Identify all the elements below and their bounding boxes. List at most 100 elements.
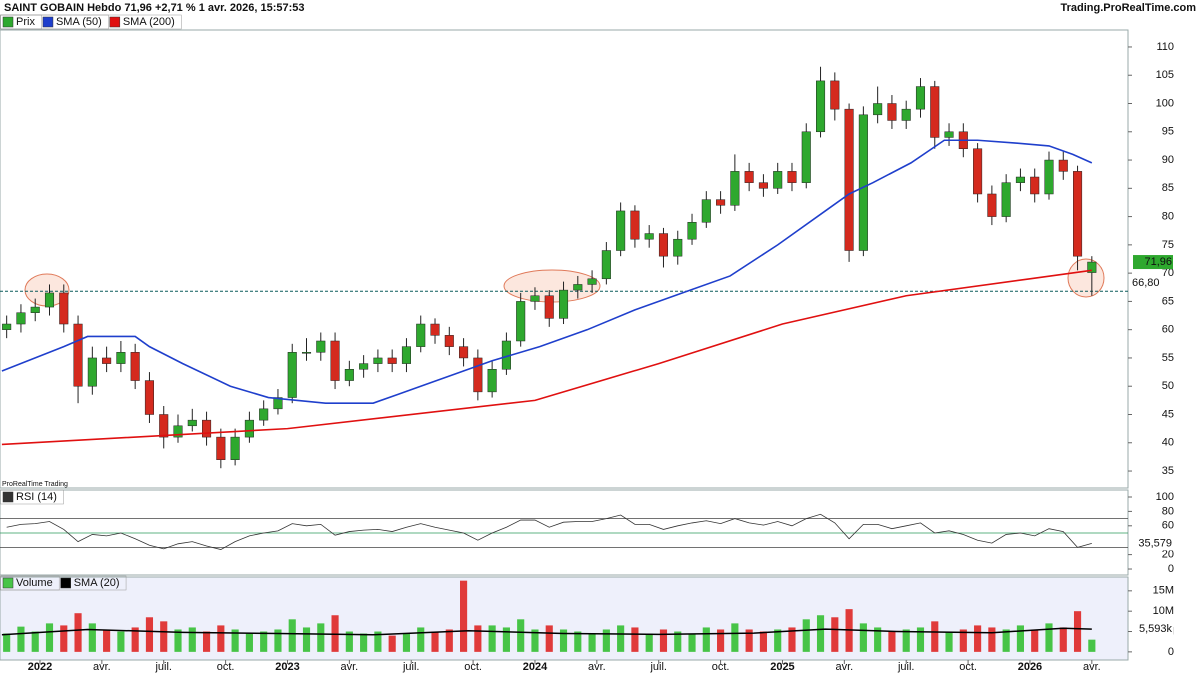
candle-body bbox=[973, 148, 983, 195]
candle-body bbox=[16, 312, 26, 325]
x-tick-label: avr. bbox=[93, 661, 111, 673]
x-tick-label: 2025 bbox=[770, 661, 794, 673]
candle-body bbox=[416, 323, 426, 347]
candle-body bbox=[1001, 182, 1011, 217]
volume-bar bbox=[988, 627, 996, 652]
candle-body bbox=[558, 289, 569, 319]
support-label: 66,80 bbox=[1132, 277, 1160, 289]
candle-body bbox=[330, 340, 340, 381]
volume-bar bbox=[1031, 629, 1039, 652]
candle-body bbox=[787, 171, 797, 183]
candle-body bbox=[1030, 176, 1040, 195]
candle-body bbox=[116, 352, 126, 364]
legend-frame bbox=[0, 489, 64, 505]
x-tick-label: juil. bbox=[154, 661, 172, 673]
volume-bar bbox=[959, 629, 967, 652]
volume-bar bbox=[202, 631, 211, 652]
candle-body bbox=[473, 357, 483, 393]
y-tick-label: 105 bbox=[1156, 69, 1174, 81]
candle-body bbox=[530, 295, 540, 302]
volume-bar bbox=[274, 629, 282, 652]
volume-bar bbox=[531, 629, 539, 652]
legend-swatch bbox=[42, 16, 54, 28]
chart-title: SAINT GOBAIN Hebdo 71,96 +2,71 % 1 avr. … bbox=[4, 2, 305, 14]
volume-bar bbox=[374, 631, 382, 652]
volume-bar bbox=[831, 617, 839, 652]
source: Trading.ProRealTime.com bbox=[1060, 2, 1196, 14]
candle-body bbox=[2, 323, 12, 330]
candle-body bbox=[144, 380, 154, 415]
candle-body bbox=[459, 346, 469, 359]
candle-body bbox=[59, 292, 69, 325]
candle-body bbox=[344, 369, 354, 381]
volume-bar bbox=[859, 623, 867, 652]
rsi-panel bbox=[0, 489, 1129, 576]
volume-bar bbox=[45, 623, 54, 652]
candle-body bbox=[987, 193, 997, 217]
volume-bar bbox=[1016, 625, 1025, 652]
volume-bar bbox=[902, 629, 910, 652]
volume-bar bbox=[1002, 629, 1010, 652]
volume-bar bbox=[245, 633, 253, 652]
volume-bar bbox=[302, 627, 311, 652]
y-tick-label: 20 bbox=[1162, 549, 1174, 561]
candle-body bbox=[87, 357, 97, 387]
volume-bar bbox=[445, 629, 453, 652]
watermark: ProRealTime Trading bbox=[2, 481, 68, 488]
volume-bar bbox=[788, 627, 796, 652]
volume-bar bbox=[74, 613, 82, 652]
volume-bar bbox=[260, 631, 268, 652]
x-tick-label: 2022 bbox=[28, 661, 52, 673]
candle-body bbox=[301, 352, 312, 354]
candle-body bbox=[858, 114, 868, 251]
candle-body bbox=[216, 436, 226, 460]
volume-bar bbox=[659, 629, 668, 652]
candle-body bbox=[259, 408, 269, 421]
y-tick-label: 95 bbox=[1162, 126, 1174, 138]
last-value-label: 35,579 bbox=[1138, 537, 1172, 549]
volume-sma bbox=[1, 627, 1092, 636]
legend-label: SMA (20) bbox=[74, 577, 120, 589]
volume-bar bbox=[402, 633, 411, 652]
last-value-box bbox=[1133, 536, 1173, 551]
volume-bar bbox=[502, 627, 510, 652]
candle-body bbox=[587, 278, 597, 285]
volume-bar bbox=[460, 580, 468, 652]
candle-body bbox=[830, 80, 840, 110]
volume-bar bbox=[417, 627, 425, 652]
volume-bar bbox=[874, 627, 882, 652]
last-value-label: 71,96 bbox=[1144, 256, 1172, 268]
x-tick-label: 2024 bbox=[523, 661, 548, 673]
volume-bar bbox=[1073, 611, 1082, 652]
volume-bar bbox=[574, 631, 582, 652]
candle-body bbox=[758, 182, 768, 189]
candle-body bbox=[716, 199, 726, 206]
y-tick-label: 0 bbox=[1168, 563, 1174, 575]
candle-body bbox=[544, 295, 554, 319]
volume-bar bbox=[617, 625, 625, 652]
candle-body bbox=[173, 425, 183, 438]
candle-body bbox=[801, 131, 811, 183]
legend-swatch bbox=[2, 491, 14, 503]
candle-body bbox=[701, 199, 711, 223]
y-tick-label: 50 bbox=[1162, 380, 1174, 392]
y-tick-label: 60 bbox=[1162, 520, 1174, 532]
candle-body bbox=[573, 284, 583, 291]
legend-swatch bbox=[60, 577, 71, 589]
candle-body bbox=[516, 301, 526, 342]
volume-bar bbox=[188, 627, 196, 652]
volume-bar bbox=[702, 627, 710, 652]
volume-bar bbox=[517, 619, 525, 652]
volume-bar bbox=[103, 629, 111, 652]
candle-body bbox=[873, 103, 883, 116]
candle-body bbox=[616, 210, 626, 251]
volume-bar bbox=[160, 621, 168, 652]
volume-bar bbox=[88, 623, 96, 652]
x-tick-label: oct. bbox=[959, 661, 977, 673]
x-tick-label: juil. bbox=[402, 661, 420, 673]
x-tick-label: avr. bbox=[340, 661, 358, 673]
candle-body bbox=[244, 419, 254, 438]
y-tick-label: 100 bbox=[1156, 491, 1174, 503]
candle-body bbox=[316, 340, 326, 353]
